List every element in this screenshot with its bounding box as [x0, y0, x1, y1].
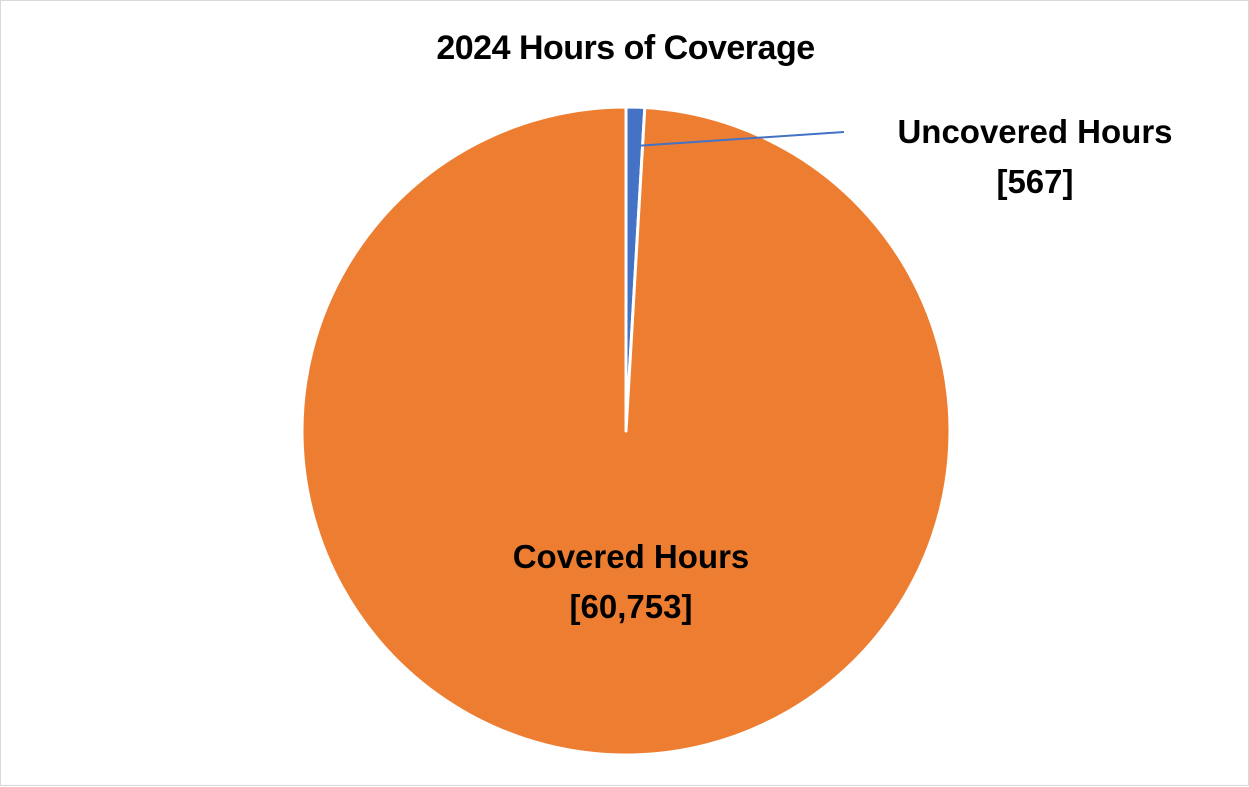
- uncovered-leader-line: [634, 131, 845, 147]
- covered-hours-label: Covered Hours [60,753]: [431, 532, 831, 632]
- uncovered-hours-name: Uncovered Hours: [897, 113, 1173, 150]
- pie-slice-covered-hours: [300, 105, 952, 757]
- pie-slices: [300, 105, 952, 757]
- uncovered-hours-label: Uncovered Hours [567]: [835, 107, 1235, 207]
- chart-title: 2024 Hours of Coverage: [436, 29, 815, 67]
- uncovered-hours-value: [567]: [996, 163, 1074, 200]
- covered-hours-name: Covered Hours: [512, 538, 750, 575]
- covered-hours-value: [60,753]: [569, 588, 693, 625]
